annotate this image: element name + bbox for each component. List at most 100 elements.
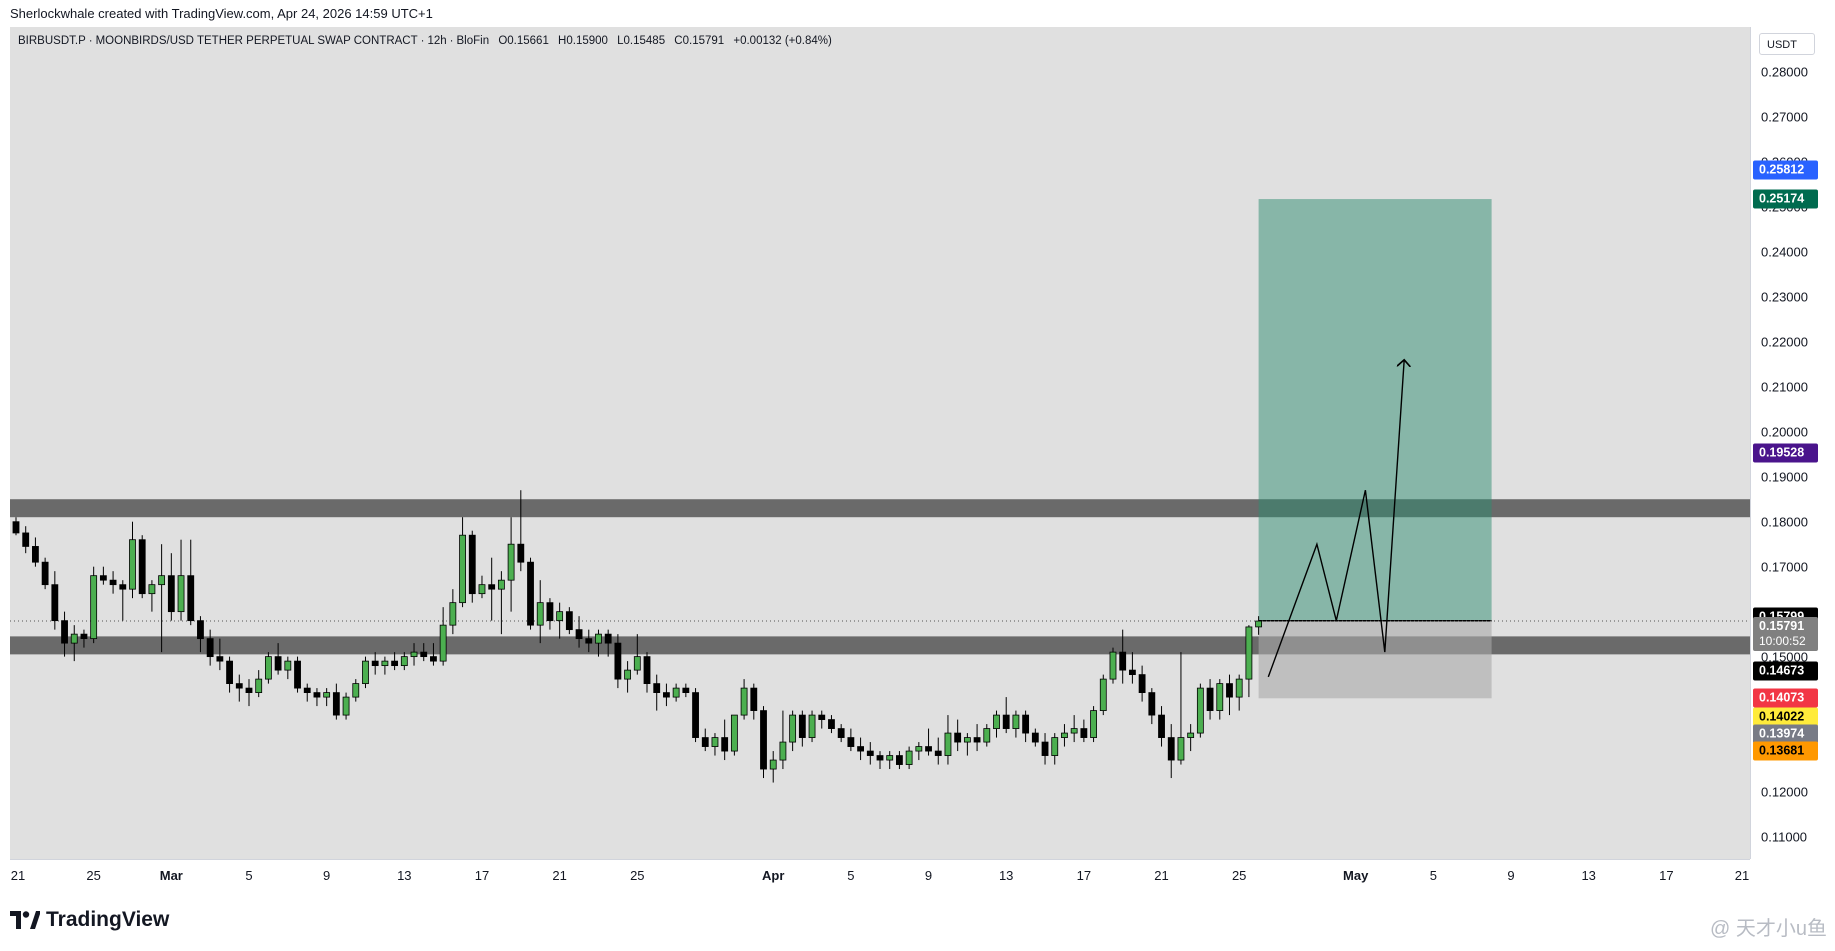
candle-body xyxy=(1255,620,1263,628)
candle-body xyxy=(129,539,136,590)
price-badge: 0.13681 xyxy=(1753,741,1818,761)
candlestick-chart[interactable] xyxy=(10,27,1750,859)
tradingview-logo-text: TradingView xyxy=(46,908,170,931)
candle-body xyxy=(866,750,874,756)
candle-body xyxy=(303,687,311,694)
candle-body xyxy=(12,521,20,534)
candle-body xyxy=(983,728,991,743)
plot-area[interactable]: BIRBUSDT.P · MOONBIRDS/USD TETHER PERPETUA… xyxy=(10,27,1750,859)
candle-body xyxy=(1235,678,1243,698)
candle-body xyxy=(32,546,39,563)
candle-body xyxy=(80,633,88,640)
candle-body xyxy=(682,687,690,694)
candle-body xyxy=(1148,692,1156,716)
price-badge: 0.19528 xyxy=(1753,443,1818,463)
time-tick-label: 17 xyxy=(1076,868,1092,883)
candle-body xyxy=(847,737,855,747)
candle-body xyxy=(604,633,612,644)
candle-body xyxy=(70,633,78,644)
price-axis[interactable]: USDT 0.280000.270000.260000.250000.24000… xyxy=(1750,27,1826,859)
candle-body xyxy=(585,638,593,644)
price-tick-label: 0.12000 xyxy=(1761,784,1808,800)
candle-body xyxy=(342,696,350,716)
candle-body xyxy=(857,746,864,752)
time-tick-label: Apr xyxy=(762,868,785,883)
candle-body xyxy=(167,575,175,613)
time-tick-label: 5 xyxy=(1429,868,1437,883)
price-tick-label: 0.20000 xyxy=(1761,424,1808,440)
candle-body xyxy=(148,584,156,595)
candle-body xyxy=(546,602,554,622)
price-tick-label: 0.21000 xyxy=(1761,379,1808,395)
symbol-legend: BIRBUSDT.P · MOONBIRDS/USD TETHER PERPETUA… xyxy=(18,35,832,47)
candle-body xyxy=(1119,651,1127,671)
candle-body xyxy=(730,714,738,752)
price-tick-label: 0.17000 xyxy=(1761,559,1808,575)
candle-body xyxy=(565,611,573,631)
candle-body xyxy=(575,629,583,640)
time-tick-label: 5 xyxy=(847,868,855,883)
candle-body xyxy=(1177,737,1185,761)
candle-body xyxy=(1099,678,1107,711)
candle-body xyxy=(1070,728,1078,734)
tradingview-logo-icon xyxy=(10,911,40,929)
projection-path xyxy=(1267,360,1404,678)
price-badge-countdown: 10:00:52 xyxy=(1759,633,1806,648)
candle-body xyxy=(1196,687,1204,734)
candle-body xyxy=(51,584,59,622)
price-badge: 0.13974 xyxy=(1753,724,1818,744)
price-tick-label: 0.15000 xyxy=(1761,649,1808,665)
candle-body xyxy=(711,737,719,747)
time-tick-label: 21 xyxy=(1734,868,1750,883)
watermark-text: @ 天才小u鱼 xyxy=(1710,918,1827,940)
candle-body xyxy=(963,737,971,743)
price-badge: 0.14673 xyxy=(1753,661,1818,681)
candle-body xyxy=(527,561,534,626)
candle-body xyxy=(1002,714,1010,729)
candle-body xyxy=(672,687,680,698)
candle-body xyxy=(294,660,301,689)
time-tick-label: 25 xyxy=(630,868,645,883)
price-badge: 0.25174 xyxy=(1753,189,1818,209)
candle-body xyxy=(993,714,1000,729)
candle-body xyxy=(235,683,243,689)
legend-description: MOONBIRDS/USD TETHER PERPETUAL SWAP CONT… xyxy=(95,35,418,47)
candle-body xyxy=(779,741,787,761)
time-tick-label: 13 xyxy=(998,868,1014,883)
candle-body xyxy=(536,602,544,626)
candle-body xyxy=(284,660,292,671)
candle-body xyxy=(954,732,962,743)
time-tick-label: 25 xyxy=(86,868,101,883)
candle-body xyxy=(789,714,797,743)
candle-body xyxy=(798,714,806,738)
candle-body xyxy=(332,692,340,716)
candle-body xyxy=(653,683,661,694)
candle-body xyxy=(206,638,214,658)
time-tick-label: 13 xyxy=(397,868,412,883)
tradingview-logo[interactable]: TradingView xyxy=(10,908,169,932)
candle-body xyxy=(109,579,117,586)
candle-body xyxy=(1031,732,1039,743)
candle-body xyxy=(1158,714,1165,738)
price-badge: 0.15791 10:00:52 xyxy=(1753,616,1818,651)
time-tick-label: 13 xyxy=(1581,868,1596,883)
candle-body xyxy=(1187,732,1195,738)
candle-body xyxy=(1245,626,1253,680)
time-axis[interactable]: 21 25 Mar 5 9 13 17 21 25 Apr 5 9 13 17 21 25 May 5 9 13 17 2… xyxy=(10,859,1750,891)
candle-body xyxy=(750,687,758,711)
candle-body xyxy=(1061,732,1068,738)
time-tick-label: 5 xyxy=(245,868,253,883)
candle-body xyxy=(119,584,127,590)
position-target-box xyxy=(1258,199,1492,621)
legend-symbol[interactable]: BIRBUSDT.P xyxy=(18,35,86,47)
time-tick-label: May xyxy=(1343,868,1369,883)
currency-button[interactable]: USDT xyxy=(1759,33,1815,55)
candle-body xyxy=(177,575,185,613)
candle-body xyxy=(595,633,602,644)
time-tick-label: 9 xyxy=(1507,868,1515,883)
candle-body xyxy=(556,611,564,622)
candle-body xyxy=(692,692,699,738)
candle-body xyxy=(721,737,729,752)
candle-body xyxy=(400,656,408,667)
candle-body xyxy=(99,575,107,581)
